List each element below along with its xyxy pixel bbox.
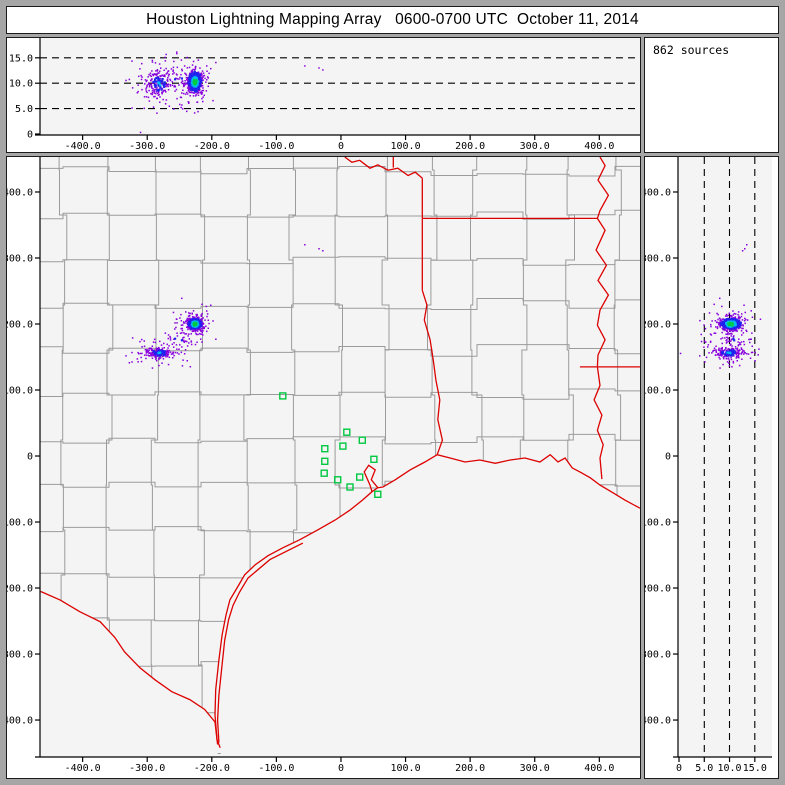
lma-station-marker [374,490,382,498]
lma-station-marker [346,483,354,491]
alt-tick-label: 0 [27,129,33,140]
lightning-sources-plan [125,244,324,369]
alt-tick-label: 10.0 [718,763,742,774]
ns-tick-label: -400.0 [7,716,33,727]
ns-tick-label: 0 [665,452,671,463]
ns-tick-label: 400.0 [645,187,671,198]
lma-station-marker [339,442,347,450]
ns-tick-label: -100.0 [645,518,671,529]
page-title: Houston Lightning Mapping Array 0600-070… [146,11,639,28]
ns-tick-label: 400.0 [7,187,33,198]
plan-view-map-plot: 400.0 300.0 200.0 100.0 0 -100.0 -200.0 -300.0 -… [7,157,640,774]
ew-tick-label: -100.0 [258,141,294,152]
source-count-label: 862 sources [653,43,730,57]
sabine-river [421,290,444,455]
ns-tick-label: 200.0 [645,319,671,330]
ns-tick-label: 300.0 [645,253,671,264]
lma-station-marker [320,469,328,477]
mississippi-river [593,157,610,480]
ew-tick-label: 400.0 [584,763,614,774]
lma-station-marker [356,473,364,481]
ew-tick-label: -300.0 [129,141,165,152]
right-plot-area [678,157,772,757]
altitude-ns-plot: 400.0 300.0 200.0 100.0 0 -100.0 -200.0 -300.0 -… [645,157,772,774]
lma-station-marker [321,445,329,453]
ew-tick-label: -200.0 [194,141,230,152]
ns-tick-label: 100.0 [645,386,671,397]
lightning-sources-alt-ns [679,244,762,369]
ns-tick-label: -100.0 [7,518,33,529]
ew-tick-label: 100.0 [390,763,420,774]
source-count-panel: 862 sources [644,37,779,153]
alt-tick-label: 10.0 [9,79,33,90]
rio-grande [40,590,219,745]
ew-tick-label: 200.0 [455,763,485,774]
ew-tick-label: 400.0 [584,141,614,152]
altitude-ns-panel: 400.0 300.0 200.0 100.0 0 -100.0 -200.0 -300.0 -… [644,156,779,779]
lma-station-marker [334,476,342,484]
ns-tick-label: 0 [27,452,33,463]
alt-tick-label: 15.0 [743,763,767,774]
ew-tick-label: 0 [338,141,344,152]
lma-station-marker [279,392,287,400]
galveston-bay [363,464,379,492]
ew-tick-label: 200.0 [455,141,485,152]
ew-tick-label: -400.0 [65,141,101,152]
ns-tick-label: -300.0 [645,650,671,661]
water-mask [40,454,640,757]
ns-tick-label: -300.0 [7,650,33,661]
lma-station-marker [358,436,366,444]
ew-tick-label: 300.0 [520,141,550,152]
state-boundaries [40,157,640,749]
ns-tick-label: -400.0 [645,716,671,727]
alt-tick-label: 5.0 [15,104,33,115]
ns-tick-label: 200.0 [7,319,33,330]
alt-tick-label: 0 [676,763,682,774]
alt-tick-label: 15.0 [9,53,33,64]
top-plot-area [40,38,640,135]
lma-station-marker [370,455,378,463]
lightning-sources-ew-alt [125,51,324,134]
altitude-ew-plot: 0 5.0 10.0 15.0 -400.0 -300.0 -200.0 -100.0 0 100… [9,38,640,152]
ew-tick-label: 0 [338,763,344,774]
title-bar: Houston Lightning Mapping Array 0600-070… [6,6,779,34]
red-river-tx-ok [344,157,423,179]
ns-tick-label: 100.0 [7,386,33,397]
alt-tick-label: 5.0 [695,763,713,774]
ns-tick-label: -200.0 [645,584,671,595]
ns-tick-label: 300.0 [7,253,33,264]
altitude-ew-panel: 0 5.0 10.0 15.0 -400.0 -300.0 -200.0 -100.0 0 100… [6,37,641,153]
ew-tick-label: -200.0 [194,763,230,774]
lma-station-marker [343,428,351,436]
ew-tick-label: -100.0 [258,763,294,774]
plan-view-map-panel: 400.0 300.0 200.0 100.0 0 -100.0 -200.0 -300.0 -… [6,156,641,779]
lma-station-marker [321,457,329,465]
ns-tick-label: -200.0 [7,584,33,595]
ew-tick-label: 100.0 [390,141,420,152]
ew-tick-label: 300.0 [520,763,550,774]
barrier-islands [216,542,304,743]
ew-tick-label: -400.0 [65,763,101,774]
lma-stations [279,392,382,498]
ew-tick-label: -300.0 [129,763,165,774]
gulf-coast [214,453,640,749]
